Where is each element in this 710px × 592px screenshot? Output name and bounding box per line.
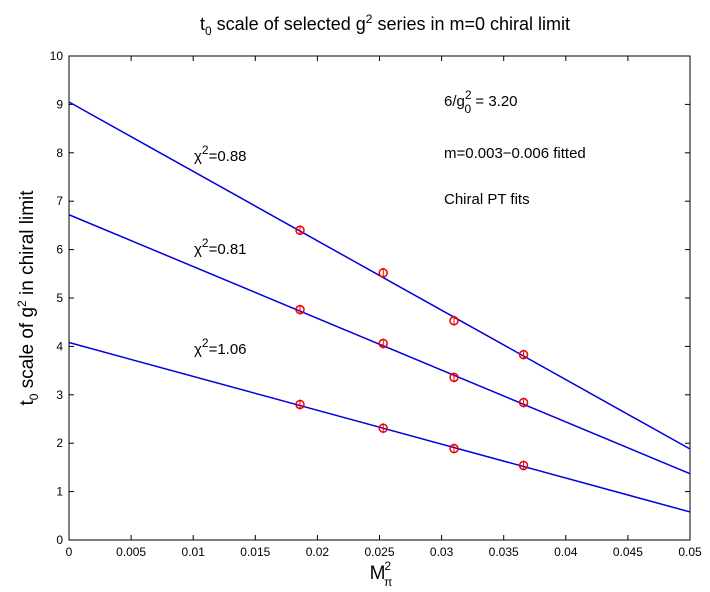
x-tick-label: 0.03 <box>430 545 454 559</box>
x-tick-label: 0.025 <box>364 545 394 559</box>
y-tick-label: 3 <box>56 388 63 402</box>
y-tick-label: 2 <box>56 436 63 450</box>
method-annotation: Chiral PT fits <box>444 191 530 208</box>
x-tick-label: 0.015 <box>240 545 270 559</box>
x-tick-label: 0.04 <box>554 545 578 559</box>
y-tick-label: 8 <box>56 146 63 160</box>
x-tick-label: 0 <box>66 545 73 559</box>
x-tick-label: 0.05 <box>678 545 702 559</box>
x-tick-label: 0.045 <box>613 545 643 559</box>
y-tick-label: 4 <box>56 339 63 353</box>
coupling-annotation: 6/g2 0 = 3.20 <box>444 88 518 116</box>
y-tick-label: 9 <box>56 97 63 111</box>
chi2-label-lower: χ2=1.06 <box>194 336 247 358</box>
x-axis-title: M2 π <box>370 559 393 589</box>
chi2-label-upper: χ2=0.88 <box>194 143 247 165</box>
y-tick-label: 5 <box>56 291 63 305</box>
chi2-label-middle: χ2=0.81 <box>194 236 247 258</box>
y-tick-label: 10 <box>50 49 64 63</box>
chart-title: t0 scale of selected g2 series in m=0 ch… <box>200 12 570 38</box>
y-tick-label: 0 <box>56 533 63 547</box>
markers-layer <box>295 225 529 471</box>
x-tick-label: 0.035 <box>489 545 519 559</box>
y-axis-title: t0 scale of g2 in chiral limit <box>15 190 41 406</box>
fitted-range-annotation: m=0.003−0.006 fitted <box>444 145 586 162</box>
x-tick-label: 0.01 <box>182 545 206 559</box>
x-tick-label: 0.02 <box>306 545 330 559</box>
x-tick-label: 0.005 <box>116 545 146 559</box>
y-tick-label: 7 <box>56 194 63 208</box>
y-tick-label: 1 <box>56 485 63 499</box>
ticks-layer: 0 0.005 0.01 0.015 0.02 0.025 0.03 0.035 0.04 0.0… <box>50 49 702 559</box>
y-tick-label: 6 <box>56 243 63 257</box>
